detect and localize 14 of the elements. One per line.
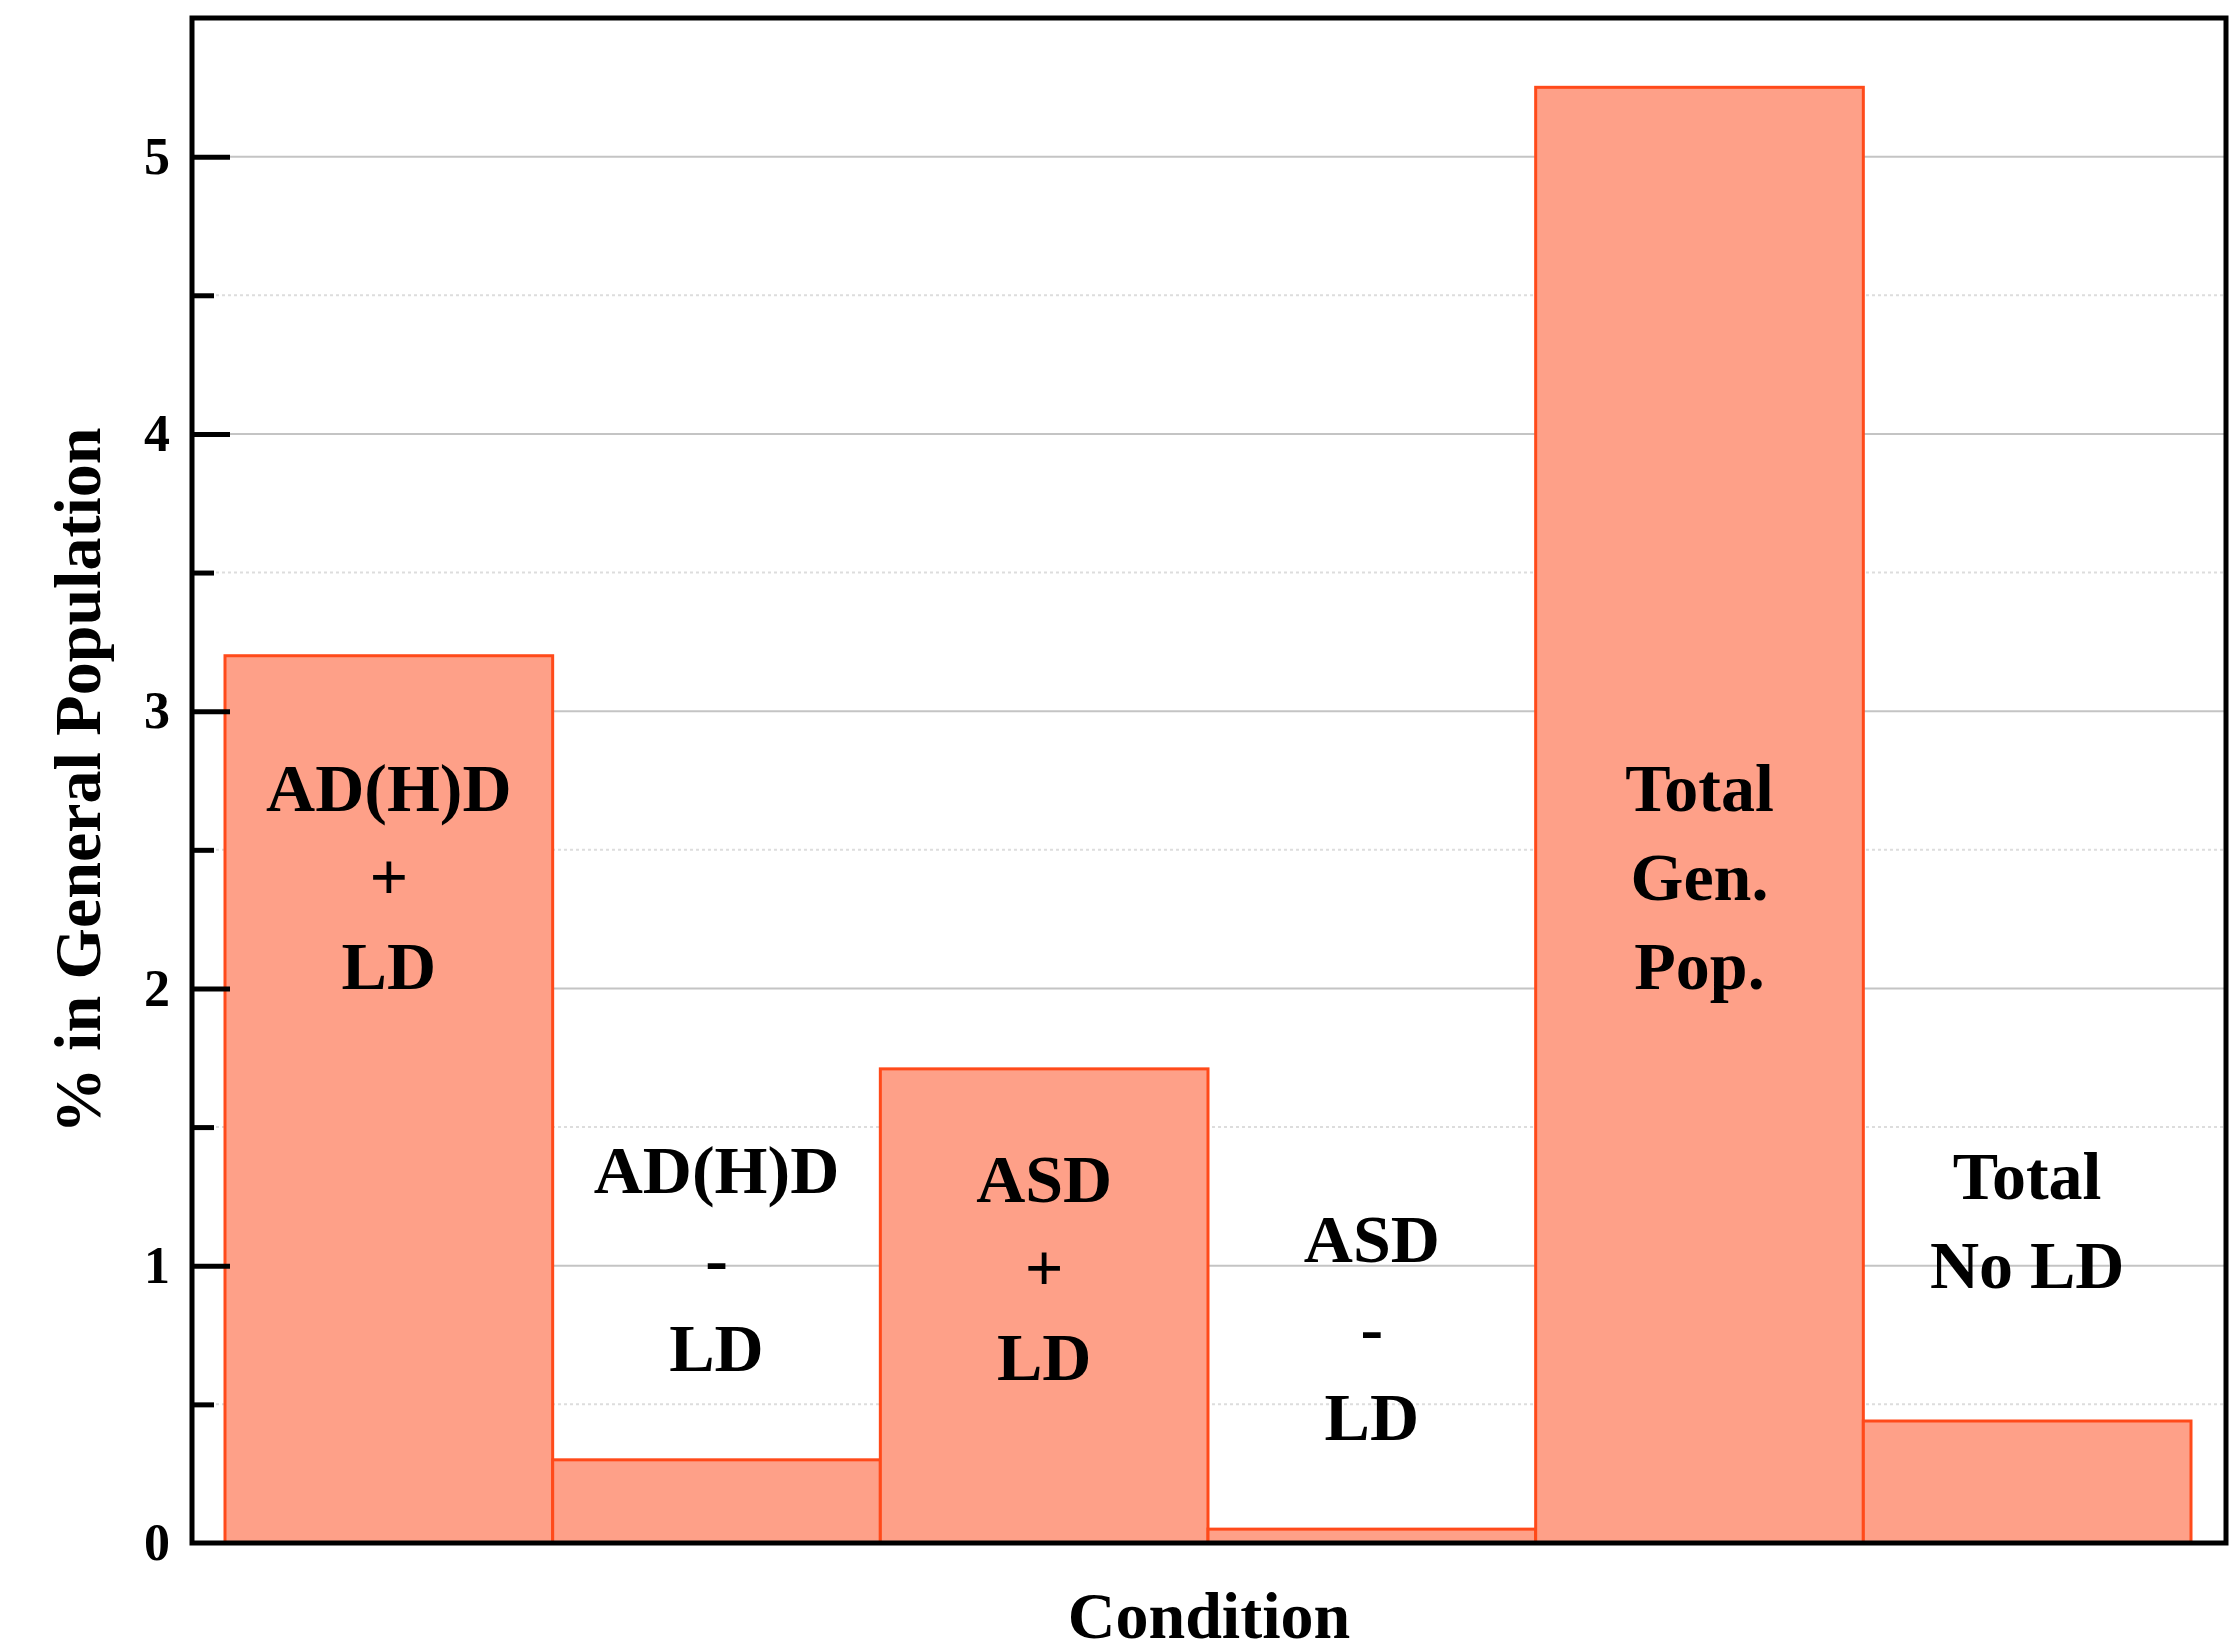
y-axis-title: % in General Population: [41, 427, 114, 1134]
x-tick-label: AD(H)D + LD: [266, 750, 512, 1005]
x-tick-label: ASD - LD: [1303, 1201, 1440, 1456]
x-axis-title: Condition: [1067, 1579, 1351, 1648]
x-tick-label: Total Gen. Pop.: [1625, 750, 1774, 1005]
x-tick-label: AD(H)D - LD: [593, 1131, 840, 1386]
x-tick-label: ASD + LD: [976, 1140, 1113, 1395]
y-tick-label: 1: [144, 1236, 170, 1294]
y-tick-label: 5: [144, 127, 170, 185]
x-tick-label: Total No LD: [1929, 1137, 2125, 1303]
y-tick-label: 3: [144, 682, 170, 740]
y-tick-label: 2: [144, 959, 170, 1017]
y-tick-label: 0: [144, 1514, 170, 1572]
y-tick-label: 4: [144, 405, 170, 463]
